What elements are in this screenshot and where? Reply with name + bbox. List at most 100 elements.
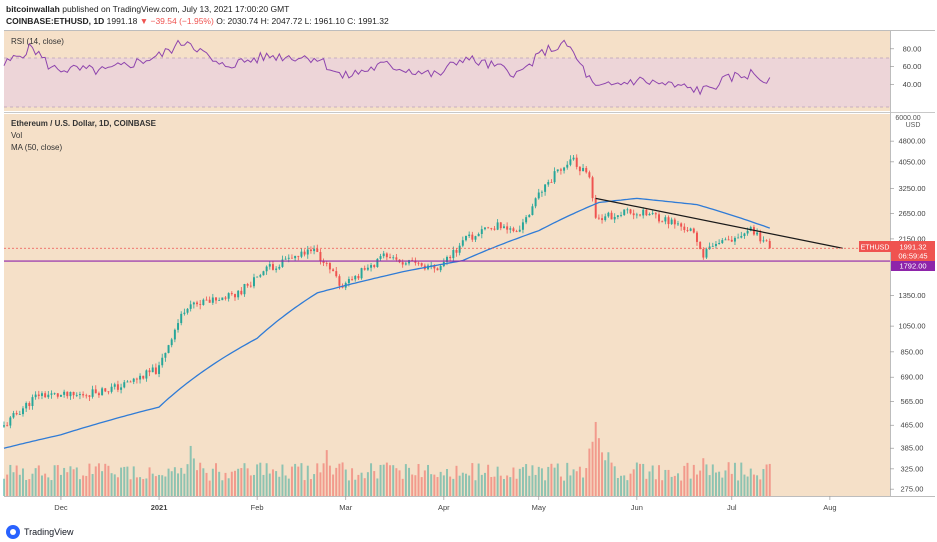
volume-bar [177,473,180,496]
candle-body [607,212,610,217]
candle-body [252,277,255,287]
volume-bar [82,475,85,496]
candle-body [506,226,509,230]
candle-body [683,226,686,231]
published-text: published on TradingView.com, July 13, 2… [62,4,290,14]
candle-body [718,242,721,244]
volume-bar [664,469,667,496]
candle-body [544,184,547,192]
volume-bar [252,474,255,496]
candle-body [639,214,642,216]
candle-body [623,209,626,216]
volume-bar [727,462,730,496]
candle-body [234,294,236,298]
volume-bar [515,478,518,496]
volume-bar [512,467,515,496]
candle-body [537,192,540,199]
symbol-tag [859,241,891,252]
time-tick-label: Jul [727,503,737,512]
ma50-line [3,197,771,449]
volume-bar [104,463,107,496]
volume-bar [215,463,217,496]
volume-bar [765,464,768,496]
candle-body [563,167,566,171]
author-name[interactable]: bitcoinwallah [6,4,60,14]
volume-bar [205,472,208,496]
candle-body [101,388,104,396]
volume-bar [373,471,376,496]
volume-bar [458,475,461,496]
volume-bar [705,464,708,496]
last-price-tag-text: 1991.32 [899,243,926,252]
volume-bar [196,470,199,496]
candle-body [218,300,221,301]
volume-bar [230,471,233,496]
candle-body [765,240,768,242]
volume-bar [66,472,69,496]
volume-bar [471,463,474,496]
candle-body [420,263,423,266]
candle-body [177,323,180,330]
price-change: ▼ −39.54 (−1.95%) [139,16,214,26]
volume-bar [56,465,59,496]
volume-bar [572,469,575,496]
candle-body [408,260,411,264]
volume-bar [319,472,322,496]
volume-bar [211,468,214,496]
volume-bar [161,475,164,496]
volume-bar [40,475,43,496]
candle-body [85,395,88,397]
symbol-name: COINBASE:ETHUSD, 1D [6,16,105,26]
footer: TradingView [6,524,74,540]
volume-bar [325,450,328,496]
volume-bar [613,466,616,496]
volume-bar [645,478,648,496]
candle-body [620,215,623,216]
ma-label[interactable]: MA (50, close) [11,143,63,152]
volume-bar [667,469,670,496]
candle-body [578,166,581,172]
candle-body [458,245,461,253]
volume-bar [629,473,632,496]
volume-bar [75,467,78,496]
candle-body [528,214,531,218]
candle-body [335,271,338,277]
candle-body [540,191,543,193]
volume-bar [259,462,262,496]
volume-bar [148,467,151,496]
volume-bar [139,477,142,496]
volume-bar [740,462,743,496]
volume-bar [446,469,448,496]
candle-body [512,228,515,232]
volume-bar [708,475,711,496]
candle-body [661,221,664,223]
volume-bar [278,476,281,496]
candle-body [230,293,233,295]
rsi-label[interactable]: RSI (14, close) [11,37,64,46]
volume-bar [354,479,357,496]
brand-name[interactable]: TradingView [24,527,74,537]
candle-body [392,257,395,259]
volume-bar [34,468,37,496]
volume-bar [164,476,167,496]
candle-body [249,285,252,287]
volume-bar [268,473,271,496]
vol-label[interactable]: Vol [11,131,23,140]
volume-bar [113,474,116,496]
volume-bar [449,476,452,496]
volume-bar [493,476,496,496]
volume-bar [411,474,414,496]
volume-bar [521,467,524,496]
candle-body [6,425,9,427]
candle-body [132,378,135,382]
candle-body [439,266,442,271]
volume-bar [22,468,24,496]
candle-body [493,228,496,230]
candle-body [480,229,483,234]
candle-body [303,251,306,255]
volume-bar [518,468,521,496]
volume-bar [632,469,635,496]
candle-body [487,227,490,229]
candle-body [94,389,97,394]
